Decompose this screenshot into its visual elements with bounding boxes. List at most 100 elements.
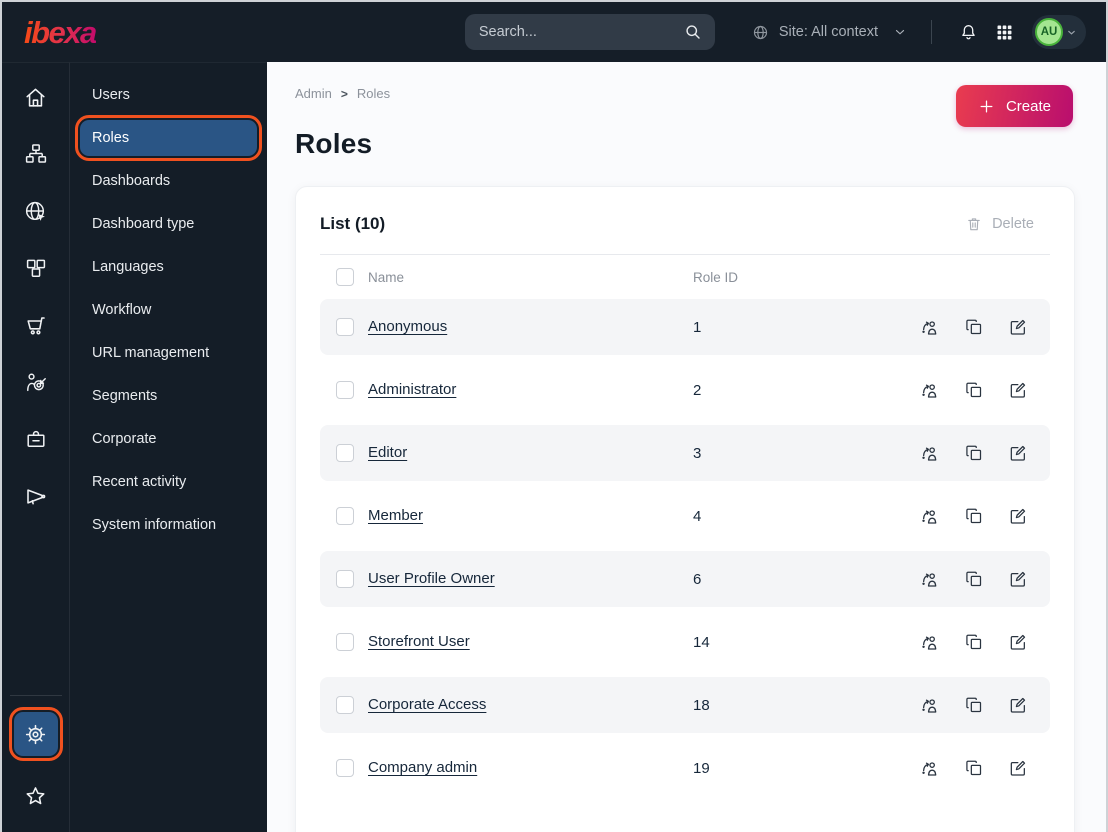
settings-gear-icon[interactable]	[8, 707, 63, 761]
sidebar-menu-item-label: Recent activity	[92, 474, 187, 490]
breadcrumb-roles: Roles	[356, 86, 391, 101]
edit-icon[interactable]	[1008, 506, 1028, 527]
role-name-link[interactable]: Anonymous	[368, 318, 448, 335]
create-button[interactable]: Create	[955, 85, 1073, 127]
row-checkbox[interactable]	[336, 696, 354, 714]
user-menu[interactable]: AU	[1032, 15, 1086, 49]
sidebar-menu-item[interactable]: Users	[80, 77, 257, 113]
campaign-megaphone-icon[interactable]	[14, 474, 58, 518]
copy-icon[interactable]	[964, 443, 984, 464]
row-actions	[920, 758, 1028, 779]
edit-icon[interactable]	[1008, 632, 1028, 653]
global-search[interactable]	[464, 14, 715, 50]
role-name-link[interactable]: Member	[368, 507, 424, 524]
card-header: List (10) Delete	[320, 208, 1050, 236]
copy-icon[interactable]	[964, 380, 984, 401]
personalization-target-icon[interactable]	[14, 360, 58, 404]
row-checkbox[interactable]	[336, 318, 354, 336]
role-id-value: 3	[693, 444, 702, 462]
row-checkbox[interactable]	[336, 444, 354, 462]
breadcrumb: Admin > Roles	[295, 86, 1075, 101]
assign-users-icon[interactable]	[919, 758, 940, 779]
row-checkbox[interactable]	[336, 759, 354, 777]
role-id-value: 2	[693, 381, 702, 399]
copy-icon[interactable]	[964, 569, 984, 590]
content-tree-icon[interactable]	[14, 132, 58, 176]
row-checkbox[interactable]	[336, 507, 354, 525]
role-name-link[interactable]: Storefront User	[368, 633, 470, 650]
notifications-bell-icon[interactable]	[958, 22, 979, 43]
page-title: Roles	[295, 128, 373, 159]
copy-icon[interactable]	[964, 317, 984, 338]
chevron-down-icon	[893, 25, 907, 39]
assign-users-icon[interactable]	[919, 695, 940, 716]
role-table-row: Editor 3	[320, 425, 1050, 481]
row-actions	[920, 632, 1028, 653]
sidebar-menu-item[interactable]: Languages	[80, 249, 257, 285]
avatar[interactable]: AU	[1035, 18, 1063, 46]
commerce-cart-icon[interactable]	[14, 303, 58, 347]
sidebar-menu-item[interactable]: Roles	[75, 115, 262, 161]
sidebar-menu-item[interactable]: Workflow	[80, 292, 257, 328]
site-context-label: Site: All context	[778, 24, 878, 40]
sidebar-menu-item[interactable]: System information	[80, 507, 257, 543]
app-grid-icon[interactable]	[995, 23, 1014, 42]
sidebar-menu-item[interactable]: Dashboard type	[80, 206, 257, 242]
row-checkbox[interactable]	[336, 633, 354, 651]
sidebar-menu-item[interactable]: URL management	[80, 335, 257, 371]
bookmarks-star-icon[interactable]	[14, 774, 58, 818]
sidebar-menu-item[interactable]: Corporate	[80, 421, 257, 457]
edit-icon[interactable]	[1008, 569, 1028, 590]
breadcrumb-separator: >	[340, 86, 348, 101]
table-divider	[320, 254, 1050, 255]
copy-icon[interactable]	[964, 758, 984, 779]
copy-icon[interactable]	[964, 695, 984, 716]
row-actions	[920, 380, 1028, 401]
corporate-badge-icon[interactable]	[14, 417, 58, 461]
site-globe-cursor-icon[interactable]	[14, 189, 58, 233]
site-context-selector[interactable]: Site: All context	[751, 23, 907, 42]
sidebar-menu-item[interactable]: Segments	[80, 378, 257, 414]
edit-icon[interactable]	[1008, 758, 1028, 779]
column-header-role-id: Role ID	[693, 269, 739, 285]
breadcrumb-admin[interactable]: Admin	[295, 86, 332, 101]
assign-users-icon[interactable]	[919, 506, 940, 527]
edit-icon[interactable]	[1008, 695, 1028, 716]
select-all-checkbox[interactable]	[336, 268, 354, 286]
admin-sidebar-menu: Users Roles Dashboards Dashboard type La…	[70, 62, 267, 832]
edit-icon[interactable]	[1008, 443, 1028, 464]
assign-users-icon[interactable]	[919, 443, 940, 464]
role-name-link[interactable]: Corporate Access	[368, 696, 487, 713]
app-shell: Users Roles Dashboards Dashboard type La…	[2, 62, 1106, 832]
roles-table-body: Anonymous 1	[320, 299, 1050, 796]
role-name-link[interactable]: User Profile Owner	[368, 570, 495, 587]
assign-users-icon[interactable]	[919, 317, 940, 338]
sidebar-menu-item-label: Segments	[92, 388, 158, 404]
row-actions	[920, 317, 1028, 338]
delete-button[interactable]: Delete	[965, 215, 1034, 233]
role-id-value: 1	[693, 318, 702, 336]
sidebar-menu-item[interactable]: Recent activity	[80, 464, 257, 500]
edit-icon[interactable]	[1008, 317, 1028, 338]
copy-icon[interactable]	[964, 506, 984, 527]
sidebar-menu-item[interactable]: Dashboards	[80, 163, 257, 199]
assign-users-icon[interactable]	[919, 632, 940, 653]
product-catalog-boxes-icon[interactable]	[14, 246, 58, 290]
assign-users-icon[interactable]	[919, 380, 940, 401]
assign-users-icon[interactable]	[919, 569, 940, 590]
role-name-link[interactable]: Company admin	[368, 759, 478, 776]
role-name-link[interactable]: Administrator	[368, 381, 457, 398]
search-input[interactable]	[478, 24, 683, 40]
role-table-row: Company admin 19	[320, 740, 1050, 796]
delete-button-label: Delete	[992, 216, 1034, 232]
table-header-row: Name Role ID	[320, 255, 1050, 299]
search-icon[interactable]	[683, 22, 703, 42]
row-checkbox[interactable]	[336, 570, 354, 588]
edit-icon[interactable]	[1008, 380, 1028, 401]
sidebar-menu-item-label: Roles	[92, 130, 130, 146]
row-checkbox[interactable]	[336, 381, 354, 399]
role-name-link[interactable]: Editor	[368, 444, 408, 461]
copy-icon[interactable]	[964, 632, 984, 653]
home-icon[interactable]	[14, 75, 58, 119]
